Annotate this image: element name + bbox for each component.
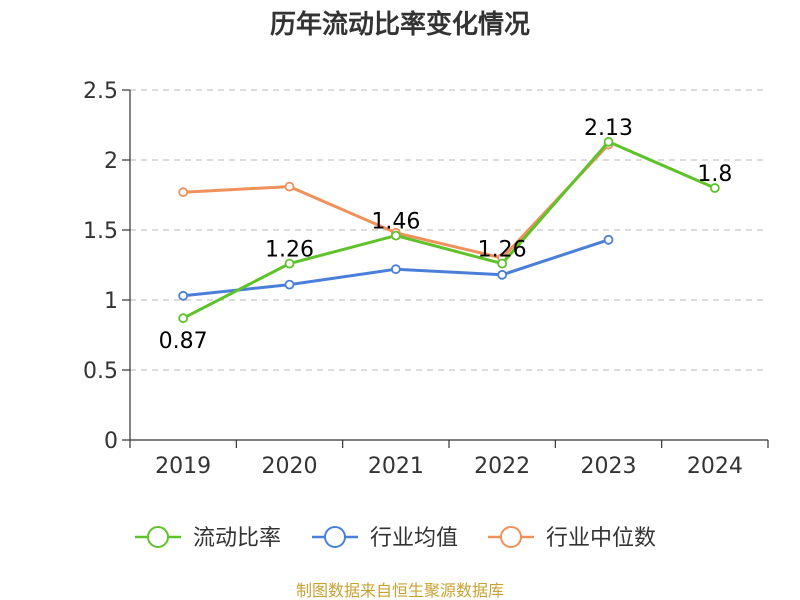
series-point-1 bbox=[284, 279, 295, 290]
legend: 流动比率 行业均值 行业中位数 bbox=[135, 526, 656, 551]
y-tick-label: 0 bbox=[104, 429, 118, 454]
data-label: 1.46 bbox=[371, 210, 420, 235]
series-point-1 bbox=[390, 264, 401, 275]
series-line-2 bbox=[183, 143, 610, 260]
legend-marker-2 bbox=[500, 526, 522, 548]
data-source-note: 制图数据来自恒生聚源数据库 bbox=[296, 581, 504, 600]
data-label: 0.87 bbox=[159, 329, 208, 354]
series-point-1 bbox=[603, 234, 614, 245]
x-tick-label: 2020 bbox=[262, 454, 318, 479]
series-point-0 bbox=[603, 136, 614, 147]
x-tick-label: 2019 bbox=[155, 454, 211, 479]
data-labels: 0.87 1.26 1.46 1.26 2.13 1.8 bbox=[159, 116, 733, 354]
y-tick-label: 2.5 bbox=[83, 79, 118, 104]
axes: 0 0.5 1 1.5 2 2.5 2019 2020 2021 2022 2023 2024 bbox=[83, 79, 769, 479]
data-label: 1.26 bbox=[478, 238, 527, 263]
y-tick-label: 1.5 bbox=[83, 219, 118, 244]
series-line-0 bbox=[182, 140, 716, 320]
x-tick-label: 2023 bbox=[581, 454, 637, 479]
series-point-1 bbox=[178, 290, 189, 301]
series-point-0 bbox=[497, 258, 508, 269]
y-tick-label: 0.5 bbox=[83, 359, 118, 384]
series-point-2 bbox=[178, 187, 189, 198]
series-point-2 bbox=[284, 181, 295, 192]
grid-lines bbox=[130, 89, 768, 371]
legend-label-0: 流动比率 bbox=[193, 526, 281, 551]
series-point-1 bbox=[497, 269, 508, 280]
series-point-0 bbox=[178, 313, 189, 324]
x-tick-label: 2022 bbox=[474, 454, 530, 479]
legend-marker-1 bbox=[324, 526, 346, 548]
series-point-0 bbox=[284, 258, 295, 269]
legend-label-1: 行业均值 bbox=[370, 526, 458, 551]
legend-label-2: 行业中位数 bbox=[546, 526, 656, 551]
data-label: 1.26 bbox=[265, 238, 314, 263]
data-label: 2.13 bbox=[584, 116, 633, 141]
chart-title: 历年流动比率变化情况 bbox=[270, 9, 530, 40]
x-tick-label: 2021 bbox=[368, 454, 424, 479]
y-tick-label: 2 bbox=[104, 149, 118, 174]
x-tick-label: 2024 bbox=[687, 454, 743, 479]
data-label: 1.8 bbox=[697, 162, 732, 187]
y-tick-label: 1 bbox=[104, 289, 118, 314]
series-point-0 bbox=[709, 183, 720, 193]
legend-marker-0 bbox=[147, 526, 169, 548]
series-layer bbox=[178, 136, 720, 324]
series-point-0 bbox=[390, 230, 401, 241]
